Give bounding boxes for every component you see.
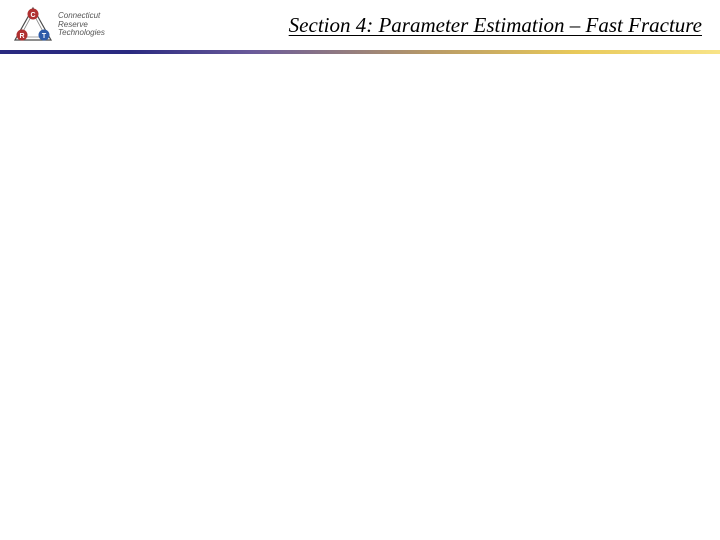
logo-letter-r: R <box>19 33 24 40</box>
slide-body <box>0 54 720 540</box>
slide-header: C R T Connecticut Reserve Technologies S… <box>0 0 720 50</box>
slide-title: Section 4: Parameter Estimation – Fast F… <box>105 13 708 38</box>
logo-text: Connecticut Reserve Technologies <box>58 12 105 38</box>
logo-triangle-icon: C R T <box>12 6 54 44</box>
logo-text-line3: Technologies <box>58 29 105 38</box>
company-logo: C R T Connecticut Reserve Technologies <box>12 6 105 44</box>
logo-letter-t: T <box>42 33 47 40</box>
logo-letter-c: C <box>30 12 35 19</box>
